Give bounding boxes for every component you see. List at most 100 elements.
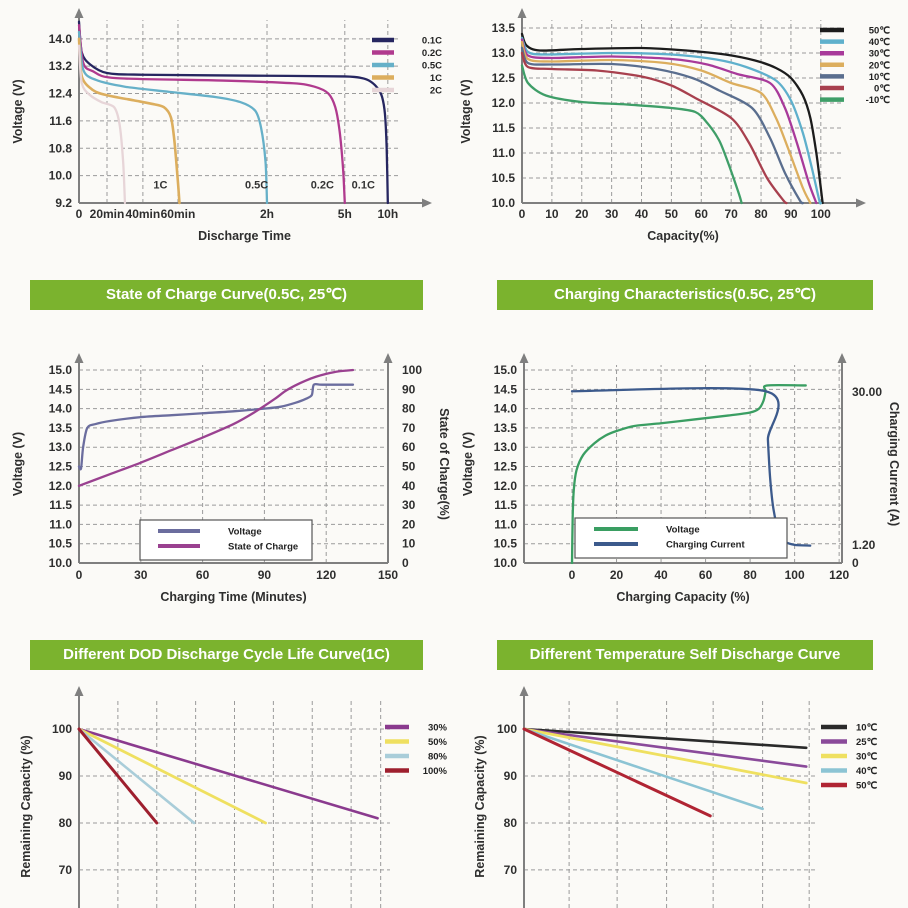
svg-text:Charging Current (A): Charging Current (A): [887, 402, 901, 526]
svg-text:12.5: 12.5: [492, 71, 516, 85]
svg-text:80: 80: [59, 816, 73, 830]
svg-text:15.0: 15.0: [494, 363, 518, 377]
svg-text:13.2: 13.2: [49, 59, 73, 73]
svg-text:Voltage (V): Voltage (V): [461, 432, 475, 496]
svg-text:1C: 1C: [430, 73, 442, 84]
svg-text:20℃: 20℃: [869, 60, 891, 71]
svg-text:13.5: 13.5: [492, 21, 516, 35]
svg-text:0℃: 0℃: [874, 84, 890, 95]
svg-text:Voltage: Voltage: [228, 527, 262, 538]
svg-text:50℃: 50℃: [856, 781, 878, 792]
svg-text:0.2C: 0.2C: [422, 48, 442, 59]
section-banner-dod-cycle-life: Different DOD Discharge Cycle Life Curve…: [30, 640, 423, 670]
svg-text:State of Charge: State of Charge: [228, 542, 298, 553]
svg-text:11.5: 11.5: [492, 121, 515, 135]
svg-text:60min: 60min: [161, 207, 196, 221]
section-banner-self-discharge: Different Temperature Self Discharge Cur…: [497, 640, 873, 670]
svg-text:10.0: 10.0: [49, 169, 73, 183]
svg-text:50℃: 50℃: [869, 26, 891, 37]
svg-text:100: 100: [497, 722, 517, 736]
svg-text:15.0: 15.0: [49, 363, 73, 377]
svg-text:1C: 1C: [153, 180, 167, 192]
svg-text:-10℃: -10℃: [866, 95, 891, 106]
svg-text:14.0: 14.0: [49, 402, 73, 416]
dod-cycle-life-chart: 70 80 90 100 Remaining Capacity (%) 30% 50% 80%…: [19, 686, 448, 908]
svg-text:40℃: 40℃: [856, 766, 878, 777]
svg-text:20: 20: [610, 568, 624, 582]
svg-text:10: 10: [402, 537, 416, 551]
svg-text:10h: 10h: [377, 207, 398, 221]
svg-text:120: 120: [829, 568, 849, 582]
svg-text:20: 20: [575, 207, 589, 221]
svg-text:90: 90: [59, 769, 73, 783]
svg-text:Voltage (V): Voltage (V): [459, 79, 473, 143]
svg-text:40: 40: [402, 479, 416, 493]
svg-text:10.5: 10.5: [49, 537, 73, 551]
svg-text:80%: 80%: [428, 752, 448, 763]
svg-text:100%: 100%: [423, 766, 448, 777]
svg-text:30: 30: [402, 498, 416, 512]
svg-text:12.0: 12.0: [492, 96, 516, 110]
svg-text:13.0: 13.0: [494, 440, 518, 454]
temperature-capacity-chart: 10.0 10.5 11.0 11.5 12.0 12.5 13.0 13.5 0 10 20 30 4…: [459, 8, 891, 243]
svg-text:90: 90: [402, 382, 416, 396]
svg-text:40: 40: [654, 568, 668, 582]
svg-text:20min: 20min: [90, 207, 125, 221]
svg-text:50: 50: [402, 460, 416, 474]
svg-text:40: 40: [635, 207, 649, 221]
svg-text:12.0: 12.0: [494, 479, 518, 493]
svg-text:30%: 30%: [428, 723, 448, 734]
svg-text:10.0: 10.0: [49, 556, 73, 570]
svg-text:11.6: 11.6: [49, 114, 72, 128]
svg-text:2C: 2C: [430, 86, 442, 97]
svg-text:80: 80: [402, 402, 416, 416]
svg-text:80: 80: [504, 816, 518, 830]
state-of-charge-chart: 0 10 20 30 40 50 60 70 80 90 100 State of Charge(%)…: [11, 353, 451, 604]
svg-text:120: 120: [316, 568, 336, 582]
svg-text:60: 60: [196, 568, 210, 582]
section-banner-state-of-charge: State of Charge Curve(0.5C, 25℃): [30, 280, 423, 310]
svg-text:State of Charge(%): State of Charge(%): [437, 408, 451, 520]
svg-text:0: 0: [569, 568, 576, 582]
svg-text:30.00: 30.00: [852, 385, 882, 399]
svg-text:14.5: 14.5: [494, 382, 518, 396]
svg-text:13.0: 13.0: [492, 46, 516, 60]
svg-text:50%: 50%: [428, 737, 448, 748]
svg-text:Capacity(%): Capacity(%): [647, 229, 719, 243]
svg-text:11.0: 11.0: [492, 146, 515, 160]
svg-text:100: 100: [785, 568, 805, 582]
svg-text:0.1C: 0.1C: [352, 180, 375, 192]
svg-text:12.5: 12.5: [49, 460, 73, 474]
svg-text:14.0: 14.0: [494, 402, 518, 416]
svg-text:90: 90: [784, 207, 798, 221]
svg-text:13.5: 13.5: [49, 421, 73, 435]
svg-text:70: 70: [402, 421, 416, 435]
svg-text:1.20: 1.20: [852, 538, 876, 552]
charging-characteristics-chart: 30.00 1.20 0 Charging Current (A) 10.0 10.5 11…: [461, 353, 901, 604]
svg-text:Voltage: Voltage: [666, 525, 700, 536]
svg-text:30℃: 30℃: [869, 49, 891, 60]
svg-text:0.1C: 0.1C: [422, 36, 442, 47]
svg-text:11.0: 11.0: [494, 517, 517, 531]
svg-text:2h: 2h: [260, 207, 274, 221]
svg-text:11.0: 11.0: [49, 517, 72, 531]
svg-text:70: 70: [59, 863, 73, 877]
svg-text:30: 30: [134, 568, 148, 582]
svg-text:0.2C: 0.2C: [311, 180, 334, 192]
svg-text:0: 0: [519, 207, 526, 221]
svg-text:60: 60: [699, 568, 713, 582]
svg-text:70: 70: [504, 863, 518, 877]
svg-text:50: 50: [665, 207, 679, 221]
svg-text:25℃: 25℃: [856, 737, 878, 748]
svg-text:0.5C: 0.5C: [422, 61, 442, 72]
svg-text:0: 0: [852, 556, 859, 570]
svg-text:100: 100: [811, 207, 831, 221]
svg-text:12.4: 12.4: [49, 87, 73, 101]
svg-text:80: 80: [754, 207, 768, 221]
svg-text:Voltage (V): Voltage (V): [11, 432, 25, 496]
svg-text:60: 60: [695, 207, 709, 221]
svg-text:0.5C: 0.5C: [245, 180, 268, 192]
svg-text:Charging Time (Minutes): Charging Time (Minutes): [160, 590, 306, 604]
svg-text:10℃: 10℃: [869, 72, 891, 83]
svg-text:10.8: 10.8: [49, 141, 73, 155]
